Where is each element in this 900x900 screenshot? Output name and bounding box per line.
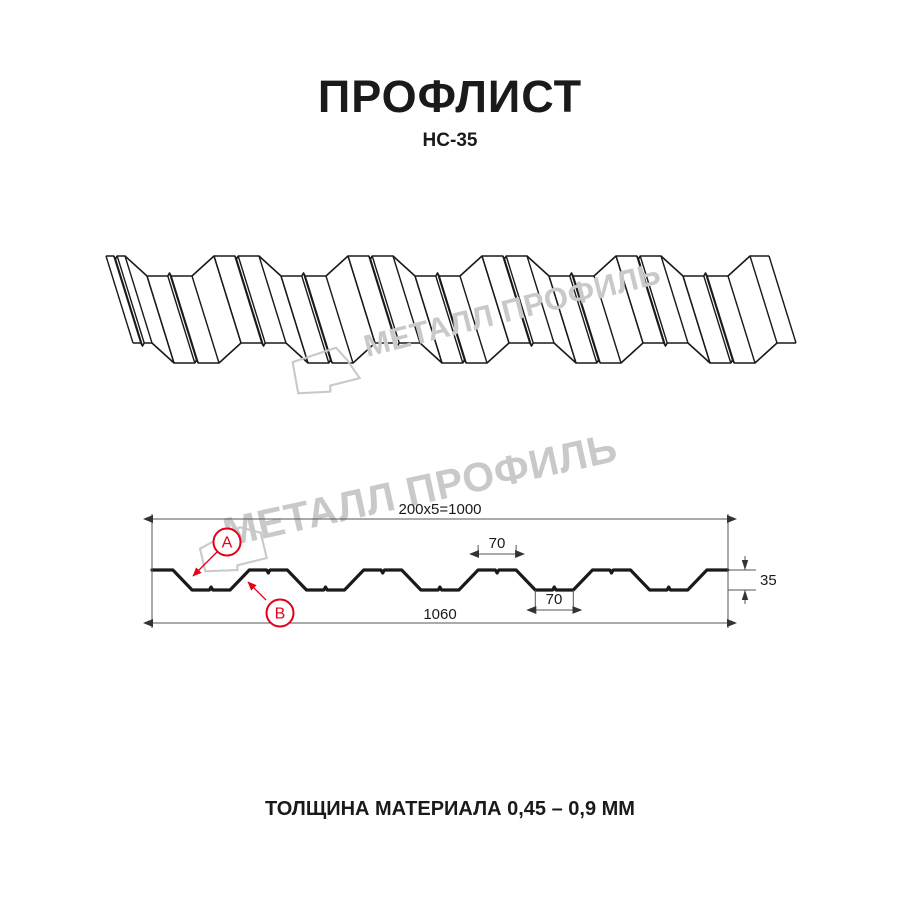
svg-text:B: B — [275, 606, 286, 623]
svg-text:A: A — [222, 535, 233, 552]
svg-text:1060: 1060 — [423, 606, 456, 623]
svg-text:70: 70 — [489, 535, 506, 552]
svg-text:70: 70 — [546, 591, 563, 608]
svg-text:35: 35 — [760, 572, 777, 589]
svg-text:200x5=1000: 200x5=1000 — [399, 501, 482, 518]
